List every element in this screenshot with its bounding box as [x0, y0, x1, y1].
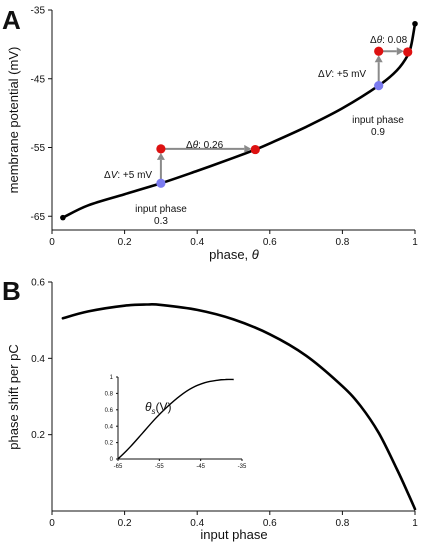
panel-a-endpoints [60, 20, 418, 221]
annotation-input-phase-1: input phase [135, 204, 187, 215]
curve-endpoint [60, 214, 66, 221]
data-point [250, 144, 260, 155]
inset-curve [117, 378, 234, 460]
data-point [156, 144, 166, 154]
panel-b-y-tick-label: 0.6 [31, 278, 45, 289]
arrow-head [374, 55, 383, 63]
inset-x-tick-label: -45 [196, 464, 205, 470]
panel-a-y-tick-label: -45 [31, 74, 46, 85]
inset-chart: -65 -55 -45 -35 0 0.2 0.4 0.6 0.8 1 θs(V) [105, 375, 247, 470]
annotation-dv-1: ΔV: +5 mV [104, 170, 152, 181]
panel-a-y-tick-label: -65 [31, 212, 46, 223]
annotation-input-phase-2: input phase [352, 115, 404, 126]
arrow-head [156, 152, 165, 160]
inset-y-tick-label: 0.2 [105, 441, 114, 447]
data-point [374, 46, 384, 56]
inset-x-tick-label: -55 [155, 464, 164, 470]
panel-a-x-tick-label: 0.2 [118, 237, 132, 248]
annotation-dtheta-1: Δθ: 0.26 [186, 140, 224, 151]
panel-a-y-tick-label: -55 [31, 143, 46, 154]
panel-b-label: B [2, 276, 21, 306]
panel-b-x-tick-label: 0.8 [335, 518, 349, 529]
inset-label: θs(V) [145, 400, 172, 416]
annotation-input-phase-2-value: 0.9 [371, 127, 385, 138]
panel-b-x-tick-label: 0.4 [190, 518, 204, 529]
panel-b-y-tick-label: 0.4 [31, 354, 45, 365]
panel-b-x-ticks: 0 0.2 0.4 0.6 0.8 1 [49, 511, 418, 529]
annotation-dv-2: ΔV: +5 mV [318, 69, 366, 80]
panel-a-y-ticks: -65 -55 -45 -35 [31, 6, 52, 223]
panel-a: A 0 0.2 0.4 0.6 0.8 1 -65 -55 -45 -35 phase, θ m… [2, 5, 418, 262]
panel-a-arrows [156, 47, 404, 180]
data-point [374, 81, 384, 91]
panel-b: B 0 0.2 0.4 0.6 0.8 1 0.2 0.4 0.6 input phase p… [2, 276, 418, 542]
inset-y-tick-label: 0.6 [105, 408, 114, 414]
data-point [156, 178, 166, 188]
inset-y-tick-label: 0.4 [105, 424, 114, 430]
panel-b-x-tick-label: 0.6 [263, 518, 277, 529]
curve-endpoint [412, 20, 418, 27]
annotation-dtheta-2: Δθ: 0.08 [370, 35, 408, 46]
panel-a-x-tick-label: 0.6 [263, 237, 277, 248]
panel-b-y-tick-label: 0.2 [31, 430, 45, 441]
panel-a-x-tick-label: 0 [49, 237, 55, 248]
data-point [403, 47, 413, 57]
panel-b-x-tick-label: 1 [412, 518, 418, 529]
panel-a-x-tick-label: 0.4 [190, 237, 204, 248]
inset-x-ticks: -65 -55 -45 -35 [114, 459, 247, 470]
inset-y-ticks: 0 0.2 0.4 0.6 0.8 1 [105, 375, 118, 463]
inset-x-tick-label: -65 [114, 464, 123, 470]
panel-b-x-tick-label: 0.2 [118, 518, 132, 529]
panel-a-points [156, 46, 413, 188]
annotation-input-phase-1-value: 0.3 [154, 216, 168, 227]
inset-y-tick-label: 0 [110, 457, 114, 463]
panel-a-x-tick-label: 1 [412, 237, 418, 248]
inset-x-tick-label: -35 [238, 464, 247, 470]
arrow-head [396, 47, 404, 56]
panel-a-x-label: phase, θ [209, 247, 259, 262]
panel-b-curve [61, 303, 417, 511]
panel-a-x-ticks: 0 0.2 0.4 0.6 0.8 1 [49, 230, 418, 248]
arrow-head [244, 144, 252, 153]
panel-b-x-label: input phase [200, 527, 267, 542]
panel-a-x-tick-label: 0.8 [335, 237, 349, 248]
panel-b-x-tick-label: 0 [49, 518, 55, 529]
inset-y-tick-label: 1 [110, 375, 114, 381]
panel-b-y-ticks: 0.2 0.4 0.6 [31, 278, 52, 441]
panel-a-y-label: membrane potential (mV) [6, 47, 21, 194]
panel-a-label: A [2, 5, 21, 35]
inset-y-tick-label: 0.8 [105, 392, 114, 398]
panel-a-y-tick-label: -35 [31, 6, 46, 17]
panel-a-curve [61, 22, 417, 219]
panel-b-y-label: phase shift per pC [6, 344, 21, 450]
